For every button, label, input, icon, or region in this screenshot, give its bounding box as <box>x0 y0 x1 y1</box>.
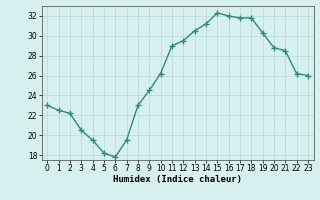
X-axis label: Humidex (Indice chaleur): Humidex (Indice chaleur) <box>113 175 242 184</box>
